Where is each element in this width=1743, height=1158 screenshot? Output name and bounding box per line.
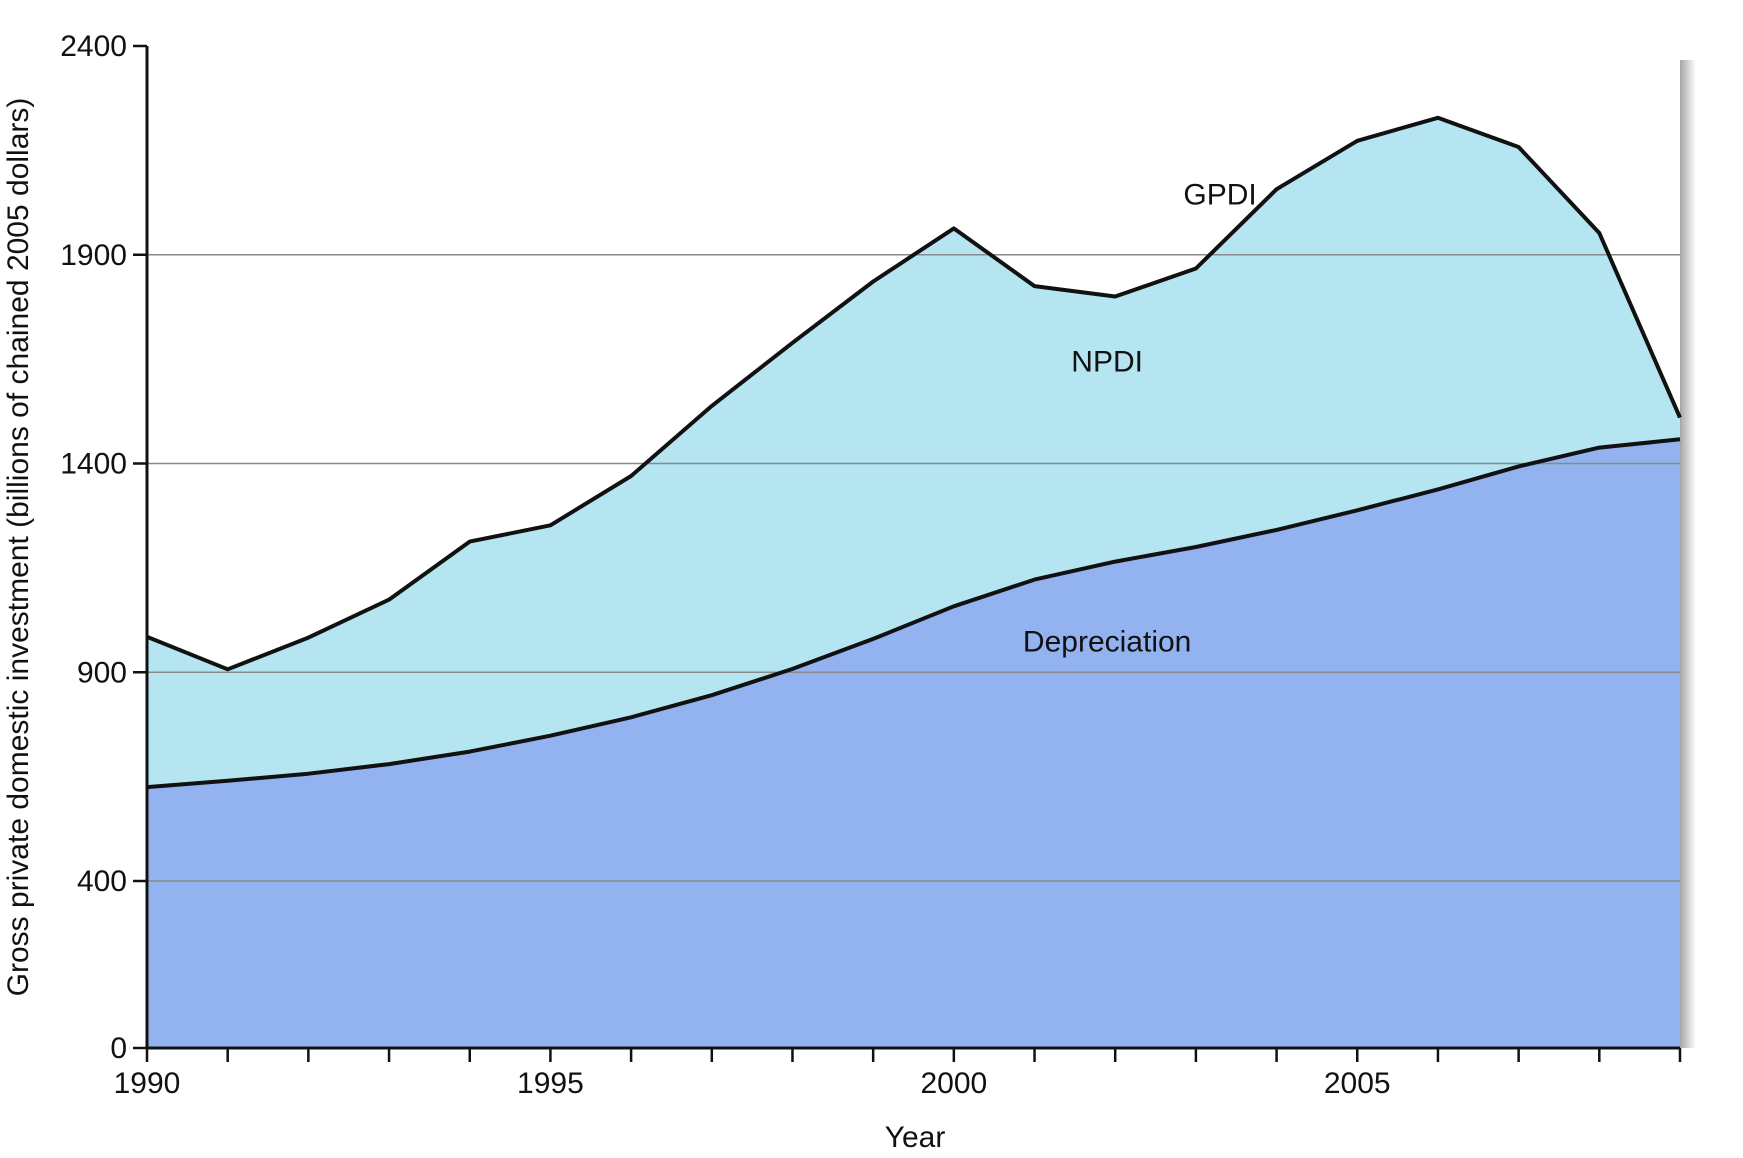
x-axis-title: Year [885,1121,946,1153]
label-layer: Year Gross private domestic investment (… [2,30,1391,1154]
gpdi-line [146,115,1682,672]
plot-shadow [1680,60,1696,1048]
y-axis-title: Gross private domestic investment (billi… [2,98,35,997]
series-line-layer [146,115,1682,790]
x-tick-label-2000: 2000 [920,1067,987,1100]
depreciation-area [147,439,1680,1048]
x-tick-label-1995: 1995 [517,1067,584,1100]
depreciation-line [146,437,1681,790]
area-layer [147,117,1680,1049]
y-tick-label-900: 900 [77,656,127,689]
y-tick-label-2400: 2400 [60,30,127,63]
axes-layer [133,44,1682,1062]
y-tick-label-1400: 1400 [60,448,127,481]
y-tick-label-1900: 1900 [60,239,127,272]
x-tick-label-2005: 2005 [1324,1067,1391,1100]
y-tick-label-400: 400 [77,865,127,898]
x-tick-label-1990: 1990 [114,1067,181,1100]
annotation-gpdi: GPDI [1183,179,1256,212]
annotation-depreciation: Depreciation [1023,625,1191,658]
annotation-npdi: NPDI [1071,346,1143,379]
y-tick-label-0: 0 [110,1032,127,1065]
